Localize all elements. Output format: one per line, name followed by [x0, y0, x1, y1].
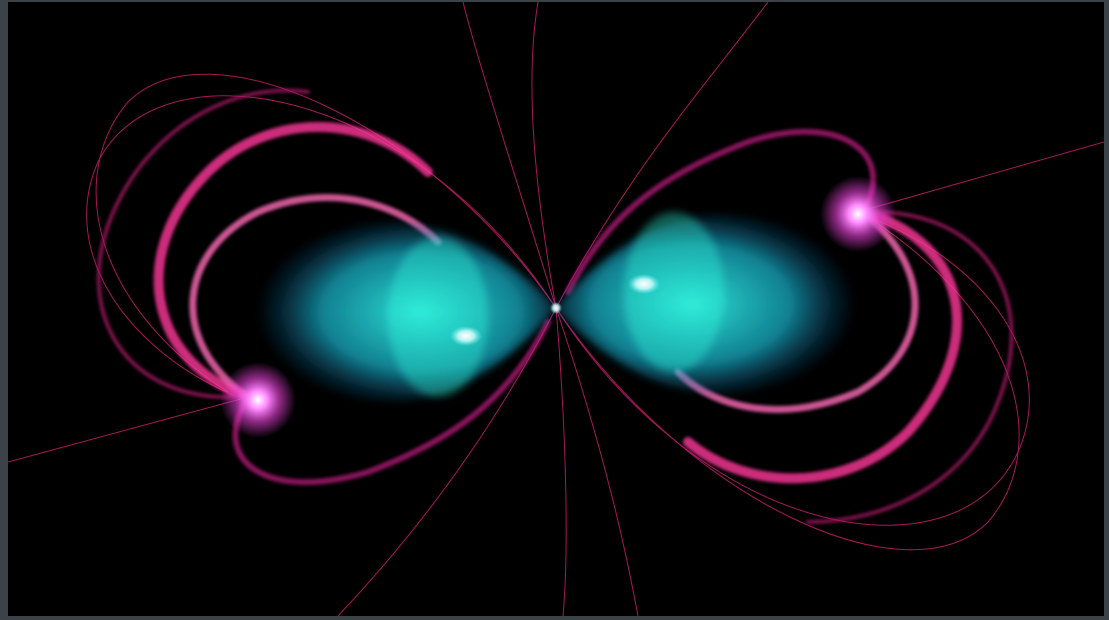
magenta-swirls [96, 88, 1014, 524]
fractal-image [8, 2, 1104, 616]
cyan-lobes [255, 212, 857, 402]
glow-points [220, 176, 896, 438]
